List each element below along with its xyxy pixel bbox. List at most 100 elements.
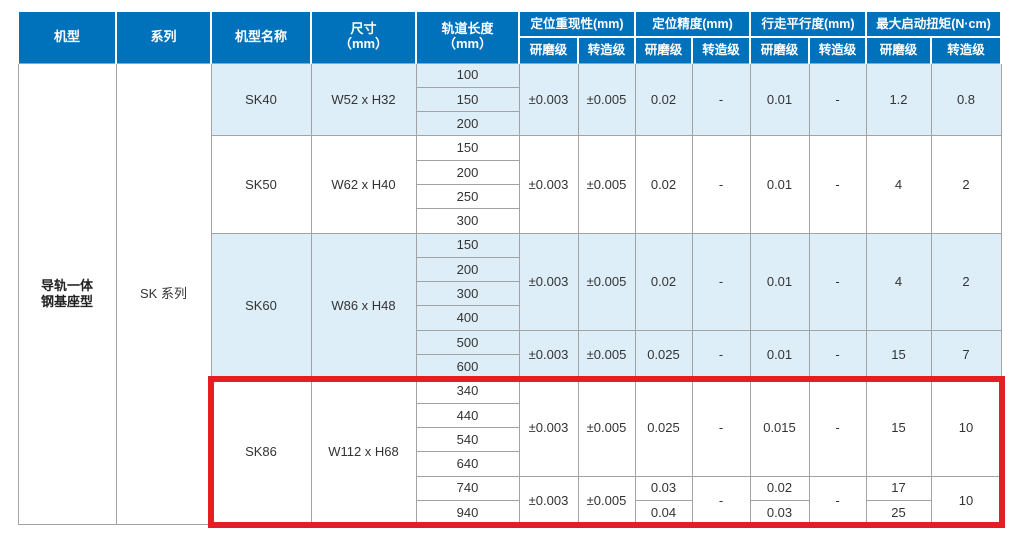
- cell-acc-rolled: -: [691, 135, 751, 234]
- cell-rep-rolled: ±0.005: [577, 475, 636, 526]
- subheader-par-ground: 研磨级: [749, 36, 810, 64]
- table-wrapper: 机型 系列 机型名称 尺寸 （mm） 轨道长度 （mm） 定位重现性(mm) 定位精…: [17, 10, 1005, 529]
- cell-rep-ground: ±0.003: [518, 135, 579, 234]
- header-track-line1: 轨道长度: [441, 21, 494, 37]
- cell-tor-ground: 15: [865, 378, 932, 477]
- header-size-line1: 尺寸: [350, 21, 377, 37]
- cell-track-length: 150: [415, 135, 520, 161]
- spec-table: 机型 系列 机型名称 尺寸 （mm） 轨道长度 （mm） 定位重现性(mm) 定位精…: [17, 10, 1002, 526]
- cell-machine-type: 导轨一体 钢基座型: [17, 62, 117, 526]
- cell-acc-ground: 0.025: [634, 329, 693, 380]
- cell-track-length: 250: [415, 183, 520, 210]
- cell-rep-ground: ±0.003: [518, 378, 579, 477]
- cell-track-length: 740: [415, 475, 520, 501]
- cell-model-sk50: SK50: [210, 135, 312, 234]
- cell-acc-rolled: -: [691, 378, 751, 477]
- subheader-tor-ground: 研磨级: [865, 36, 932, 64]
- cell-acc-ground: 0.02: [634, 62, 693, 137]
- cell-series: SK 系列: [115, 62, 212, 526]
- subheader-acc-rolled: 转造级: [691, 36, 751, 64]
- cell-tor-rolled: 10: [930, 475, 1002, 526]
- cell-size-sk50: W62 x H40: [310, 135, 417, 234]
- cell-track-length: 500: [415, 329, 520, 356]
- subheader-rep-rolled: 转造级: [577, 36, 636, 64]
- cell-par-ground: 0.03: [749, 499, 810, 526]
- cell-tor-rolled: 2: [930, 232, 1002, 331]
- cell-track-length: 100: [415, 62, 520, 88]
- cell-par-rolled: -: [808, 378, 867, 477]
- cell-tor-ground: 17: [865, 475, 932, 501]
- cell-rep-rolled: ±0.005: [577, 62, 636, 137]
- cell-rep-rolled: ±0.005: [577, 135, 636, 234]
- header-series: 系列: [115, 10, 212, 64]
- cell-rep-ground: ±0.003: [518, 475, 579, 526]
- cell-acc-ground: 0.025: [634, 378, 693, 477]
- cell-tor-ground: 15: [865, 329, 932, 380]
- subheader-tor-rolled: 转造级: [930, 36, 1002, 64]
- machine-type-line2: 钢基座型: [40, 293, 93, 309]
- cell-par-ground: 0.01: [749, 62, 810, 137]
- cell-size-sk86: W112 x H68: [310, 378, 417, 526]
- cell-track-length: 340: [415, 378, 520, 404]
- subheader-par-rolled: 转造级: [808, 36, 867, 64]
- header-size: 尺寸 （mm）: [310, 10, 417, 64]
- cell-acc-ground: 0.02: [634, 232, 693, 331]
- cell-par-rolled: -: [808, 135, 867, 234]
- cell-acc-ground: 0.03: [634, 475, 693, 501]
- cell-track-length: 940: [415, 499, 520, 526]
- cell-acc-rolled: -: [691, 475, 751, 526]
- header-machine-type: 机型: [17, 10, 117, 64]
- cell-model-sk40: SK40: [210, 62, 312, 137]
- header-track-line2: （mm）: [442, 36, 493, 52]
- cell-acc-rolled: -: [691, 329, 751, 380]
- cell-rep-ground: ±0.003: [518, 232, 579, 331]
- cell-model-sk60: SK60: [210, 232, 312, 380]
- cell-acc-ground: 0.04: [634, 499, 693, 526]
- cell-tor-rolled: 2: [930, 135, 1002, 234]
- subheader-rep-ground: 研磨级: [518, 36, 579, 64]
- cell-track-length: 150: [415, 232, 520, 258]
- cell-tor-rolled: 10: [930, 378, 1002, 477]
- cell-tor-rolled: 0.8: [930, 62, 1002, 137]
- cell-rep-ground: ±0.003: [518, 329, 579, 380]
- cell-tor-ground: 4: [865, 135, 932, 234]
- cell-par-rolled: -: [808, 475, 867, 526]
- cell-par-rolled: -: [808, 329, 867, 380]
- cell-par-ground: 0.015: [749, 378, 810, 477]
- subheader-acc-ground: 研磨级: [634, 36, 693, 64]
- cell-track-length: 400: [415, 305, 520, 331]
- header-size-line2: （mm）: [338, 36, 389, 52]
- cell-par-rolled: -: [808, 62, 867, 137]
- cell-par-ground: 0.01: [749, 232, 810, 331]
- cell-track-length: 200: [415, 256, 520, 283]
- cell-model-sk86: SK86: [210, 378, 312, 526]
- cell-track-length: 200: [415, 159, 520, 185]
- cell-track-length: 640: [415, 451, 520, 477]
- cell-track-length: 150: [415, 86, 520, 113]
- cell-tor-ground: 25: [865, 499, 932, 526]
- cell-tor-ground: 1.2: [865, 62, 932, 137]
- cell-track-length: 300: [415, 208, 520, 234]
- cell-track-length: 200: [415, 111, 520, 137]
- cell-rep-rolled: ±0.005: [577, 232, 636, 331]
- cell-track-length: 600: [415, 354, 520, 380]
- header-group-torque: 最大启动扭矩(N·cm): [865, 10, 1002, 38]
- cell-tor-rolled: 7: [930, 329, 1002, 380]
- machine-type-line1: 导轨一体: [40, 278, 93, 294]
- header-track-length: 轨道长度 （mm）: [415, 10, 520, 64]
- cell-par-ground: 0.02: [749, 475, 810, 501]
- cell-track-length: 440: [415, 402, 520, 428]
- cell-size-sk60: W86 x H48: [310, 232, 417, 380]
- cell-acc-rolled: -: [691, 62, 751, 137]
- cell-track-length: 540: [415, 426, 520, 453]
- cell-size-sk40: W52 x H32: [310, 62, 417, 137]
- cell-par-ground: 0.01: [749, 329, 810, 380]
- cell-par-ground: 0.01: [749, 135, 810, 234]
- cell-track-length: 300: [415, 281, 520, 307]
- header-group-parallelism: 行走平行度(mm): [749, 10, 867, 38]
- cell-tor-ground: 4: [865, 232, 932, 331]
- header-model-name: 机型名称: [210, 10, 312, 64]
- cell-rep-rolled: ±0.005: [577, 329, 636, 380]
- header-group-accuracy: 定位精度(mm): [634, 10, 751, 38]
- cell-acc-rolled: -: [691, 232, 751, 331]
